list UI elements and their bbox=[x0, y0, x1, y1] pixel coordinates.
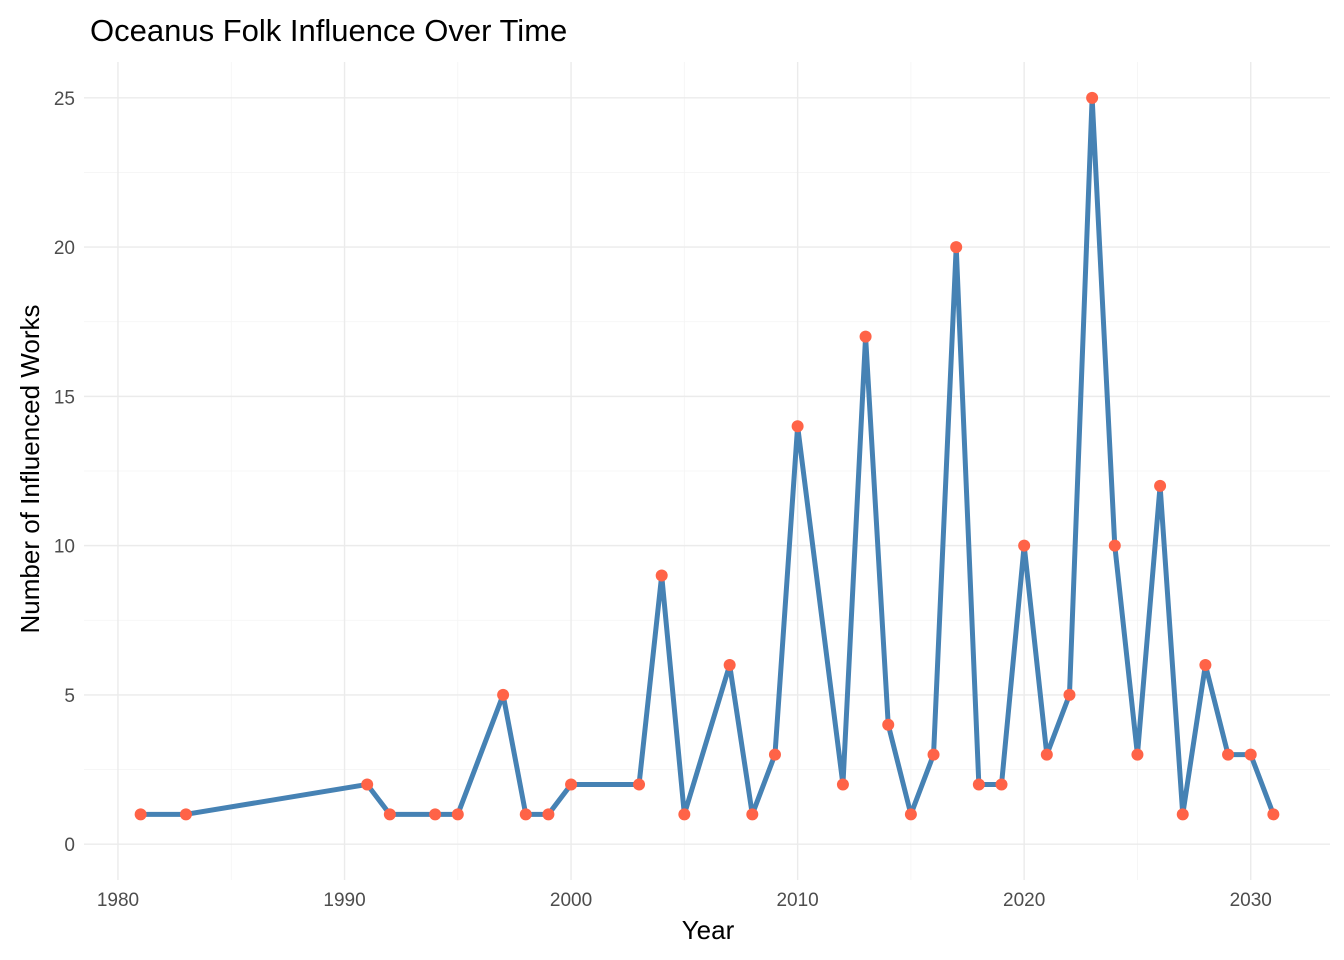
data-point bbox=[746, 808, 759, 821]
x-tick-label: 2000 bbox=[550, 890, 592, 911]
data-point bbox=[429, 808, 442, 821]
data-point bbox=[1199, 659, 1212, 672]
data-point bbox=[1086, 91, 1099, 104]
data-point bbox=[1063, 688, 1076, 701]
data-point bbox=[836, 778, 849, 791]
data-point bbox=[678, 808, 691, 821]
data-point bbox=[723, 659, 736, 672]
x-tick-label: 1980 bbox=[97, 890, 139, 911]
x-tick-label: 2030 bbox=[1230, 890, 1272, 911]
data-point bbox=[995, 778, 1008, 791]
y-tick-label: 10 bbox=[54, 537, 75, 558]
x-axis-title: Year bbox=[682, 915, 735, 945]
x-tick-label: 2010 bbox=[776, 890, 818, 911]
data-point bbox=[497, 688, 510, 701]
x-tick-label: 1990 bbox=[323, 890, 365, 911]
data-point bbox=[1244, 748, 1257, 761]
series-line bbox=[138, 95, 1276, 817]
data-point bbox=[1131, 748, 1144, 761]
data-point bbox=[565, 778, 578, 791]
data-point bbox=[1018, 539, 1031, 552]
data-point bbox=[1222, 748, 1235, 761]
data-point bbox=[768, 748, 781, 761]
y-axis-title: Number of Influenced Works bbox=[15, 305, 45, 634]
data-point bbox=[859, 330, 872, 343]
data-point bbox=[882, 718, 895, 731]
y-tick-label: 15 bbox=[54, 387, 75, 408]
data-point bbox=[972, 778, 985, 791]
data-point bbox=[655, 569, 668, 582]
x-axis-ticks: 1980 1990 2000 2010 2020 2030 bbox=[97, 890, 1272, 911]
data-point bbox=[134, 808, 147, 821]
x-tick-label: 2020 bbox=[1003, 890, 1045, 911]
data-point bbox=[950, 241, 963, 254]
data-point bbox=[1154, 479, 1167, 492]
y-tick-label: 20 bbox=[54, 238, 75, 259]
grid bbox=[84, 62, 1330, 880]
chart-title: Oceanus Folk Influence Over Time bbox=[90, 13, 567, 48]
data-point bbox=[361, 778, 374, 791]
data-point bbox=[904, 808, 917, 821]
y-tick-label: 25 bbox=[54, 89, 75, 110]
data-point bbox=[383, 808, 396, 821]
data-point bbox=[927, 748, 940, 761]
data-point bbox=[519, 808, 532, 821]
data-point bbox=[451, 808, 464, 821]
data-point bbox=[1267, 808, 1280, 821]
series-layer bbox=[134, 91, 1280, 821]
data-point bbox=[1040, 748, 1053, 761]
y-tick-label: 5 bbox=[64, 686, 75, 707]
data-point bbox=[179, 808, 192, 821]
y-axis-ticks: 0 5 10 15 20 25 bbox=[54, 89, 75, 856]
data-point bbox=[791, 420, 804, 433]
data-point bbox=[1108, 539, 1121, 552]
data-point bbox=[542, 808, 555, 821]
data-point bbox=[633, 778, 646, 791]
data-point bbox=[1176, 808, 1189, 821]
y-tick-label: 0 bbox=[64, 835, 75, 856]
